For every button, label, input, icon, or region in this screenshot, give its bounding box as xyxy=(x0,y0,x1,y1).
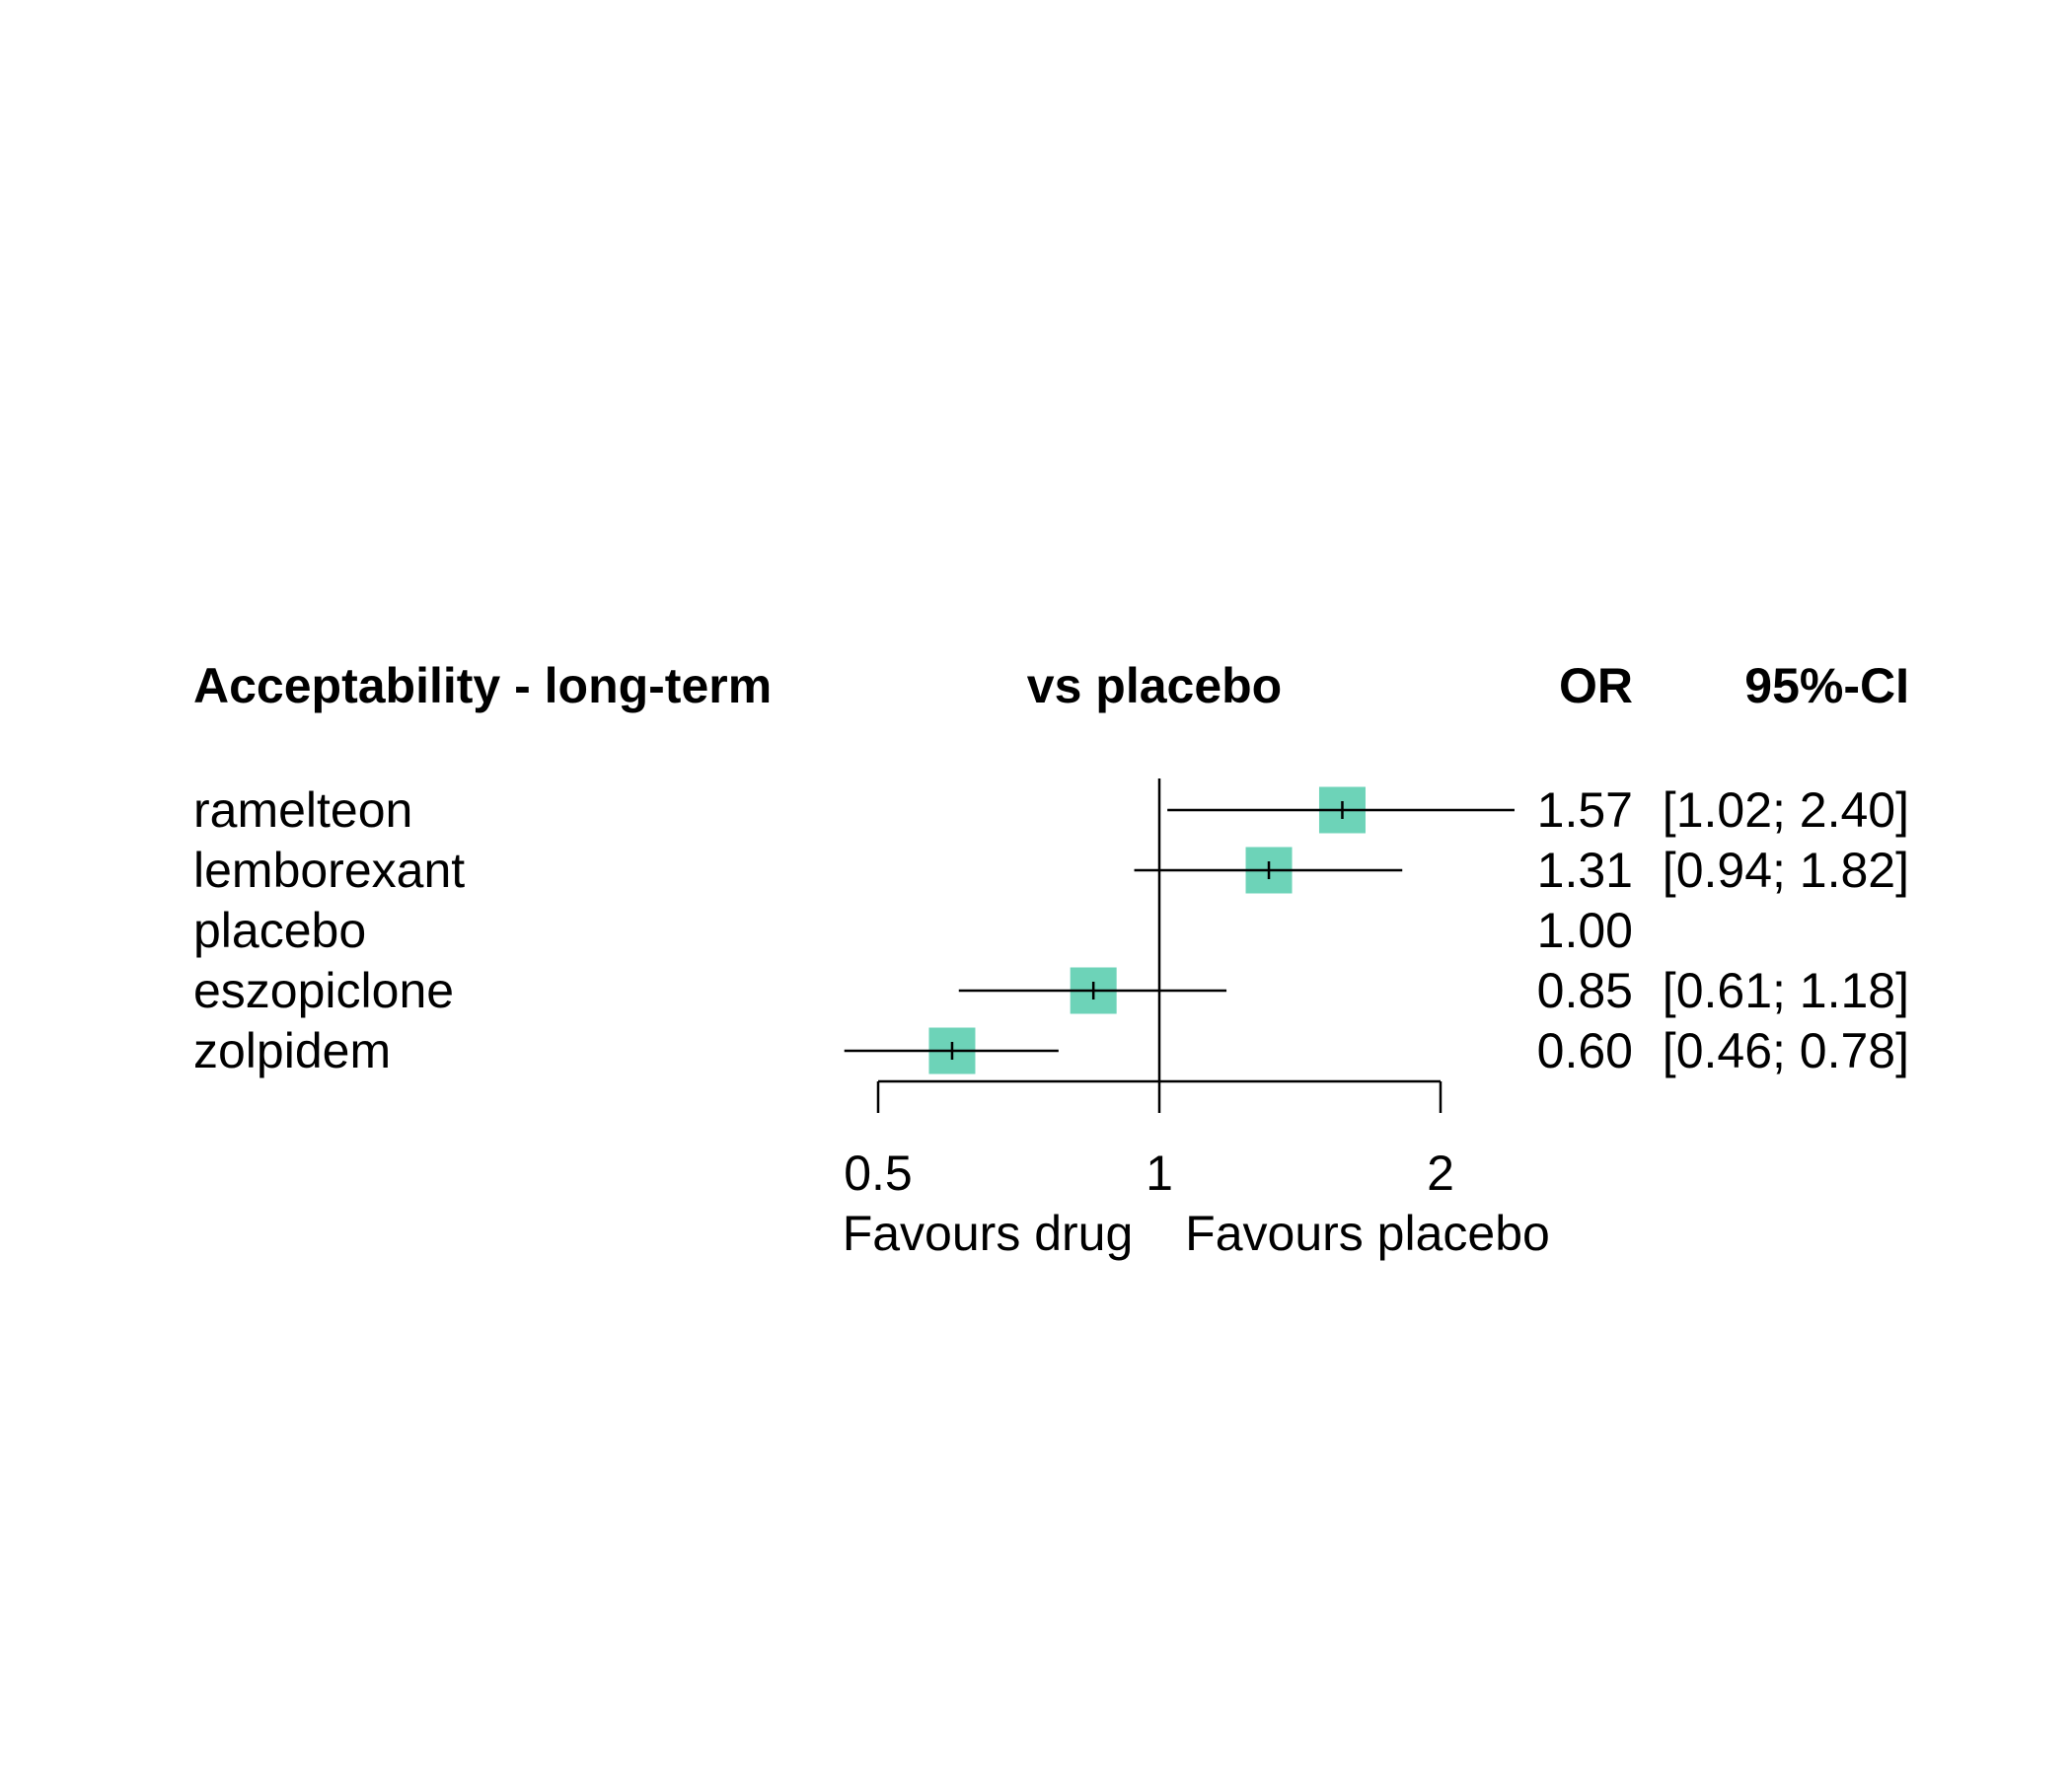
or-column-header: OR xyxy=(1559,658,1633,713)
x-axis: 0.5 1 2 xyxy=(844,1079,1454,1201)
row-label: placebo xyxy=(193,903,366,958)
ci-value: [0.46; 0.78] xyxy=(1663,1023,1909,1078)
or-value: 0.60 xyxy=(1537,1023,1633,1078)
comparison-header: vs placebo xyxy=(1027,658,1282,713)
or-value: 1.00 xyxy=(1537,903,1633,958)
forest-row-ramelteon: ramelteon 1.57 [1.02; 2.40] xyxy=(193,782,1909,838)
axis-tick-label: 1 xyxy=(1146,1146,1173,1201)
forest-row-zolpidem: zolpidem 0.60 [0.46; 0.78] xyxy=(193,1023,1909,1078)
row-label: lemborexant xyxy=(193,843,465,898)
ci-value: [0.94; 1.82] xyxy=(1663,843,1909,898)
axis-tick-label: 2 xyxy=(1427,1146,1454,1201)
ci-value: [0.61; 1.18] xyxy=(1663,963,1909,1018)
or-value: 0.85 xyxy=(1537,963,1633,1018)
or-value: 1.31 xyxy=(1537,843,1633,898)
row-label: eszopiclone xyxy=(193,963,454,1018)
favours-drug-label: Favours drug xyxy=(843,1206,1134,1261)
axis-tick-label: 0.5 xyxy=(844,1146,913,1201)
row-label: ramelteon xyxy=(193,782,412,838)
ci-value: [1.02; 2.40] xyxy=(1663,782,1909,838)
row-label: zolpidem xyxy=(193,1023,391,1078)
forest-row-placebo: placebo 1.00 xyxy=(193,903,1633,958)
forest-row-eszopiclone: eszopiclone 0.85 [0.61; 1.18] xyxy=(193,963,1909,1018)
or-value: 1.57 xyxy=(1537,782,1633,838)
plot-title: Acceptability - long-term xyxy=(193,658,772,713)
favours-placebo-label: Favours placebo xyxy=(1185,1206,1550,1261)
rows-layer: ramelteon 1.57 [1.02; 2.40] lemborexant 1.31… xyxy=(193,778,1909,1081)
ci-column-header: 95%-CI xyxy=(1744,658,1909,713)
forest-row-lemborexant: lemborexant 1.31 [0.94; 1.82] xyxy=(193,843,1909,898)
